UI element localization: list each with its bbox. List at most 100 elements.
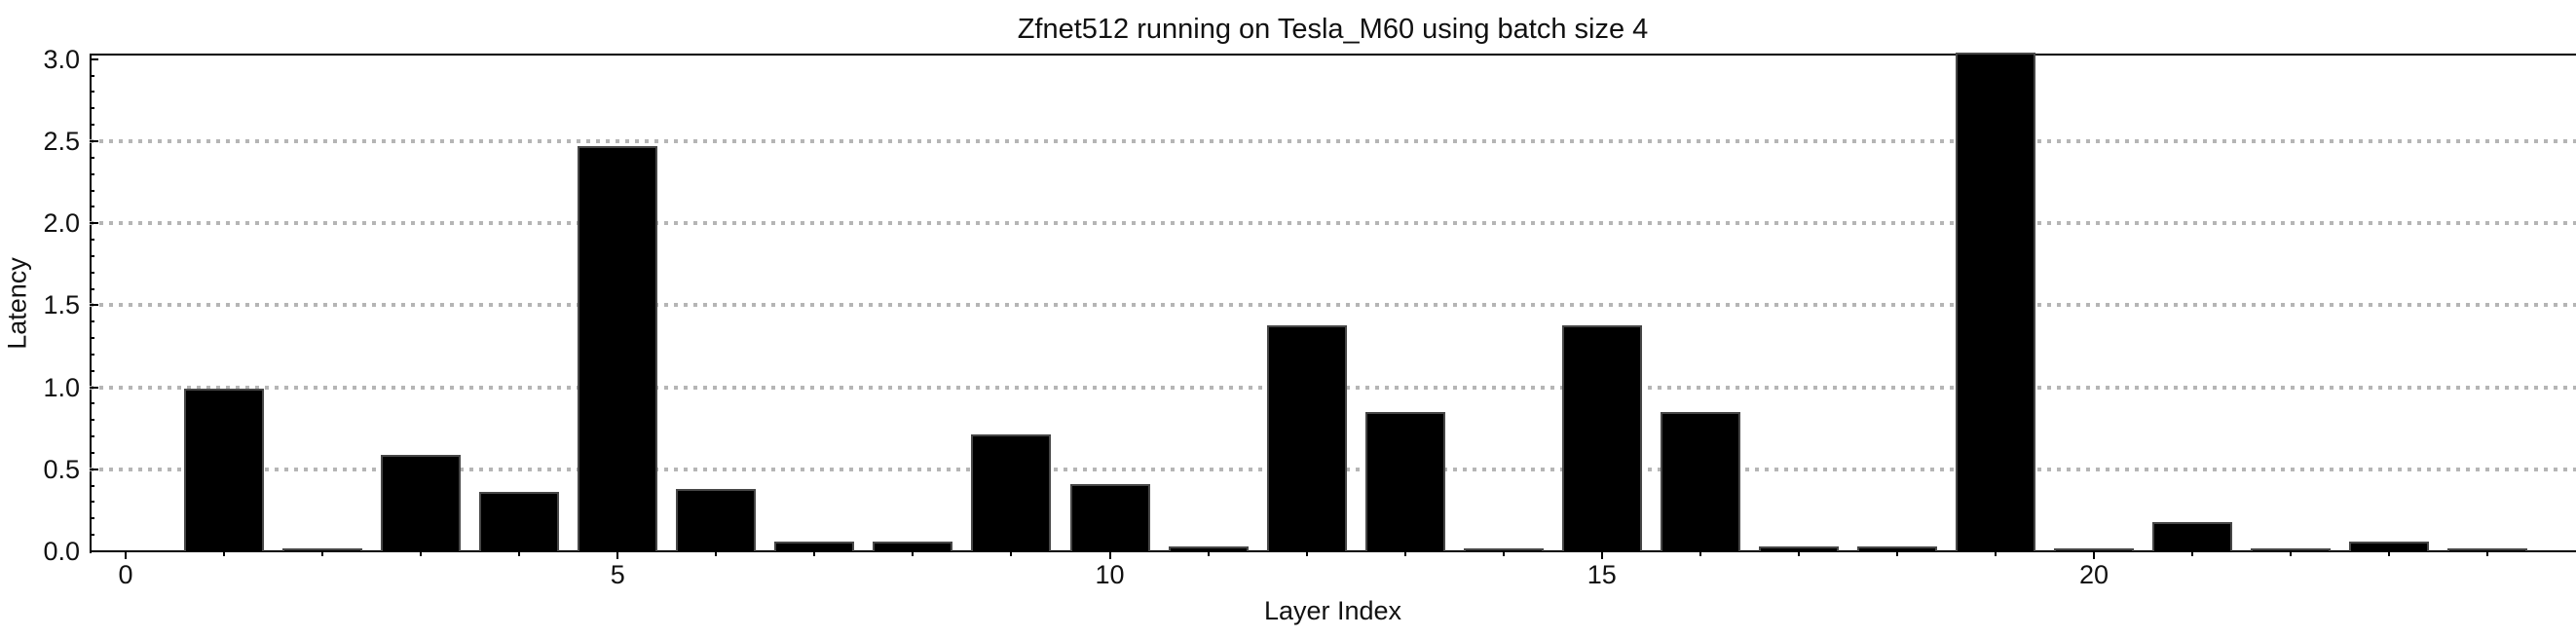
y-minor-tick	[90, 107, 94, 110]
top-spine	[90, 54, 2576, 56]
y-minor-tick	[90, 468, 94, 470]
bar	[774, 542, 854, 551]
y-minor-tick	[90, 435, 94, 438]
y-minor-tick	[90, 304, 94, 307]
bar	[184, 389, 264, 551]
y-minor-tick	[90, 189, 94, 192]
x-tick-label: 5	[610, 560, 625, 589]
y-tick-label: 2.0	[43, 208, 80, 239]
y-minor-tick	[90, 57, 94, 60]
bar	[2251, 548, 2331, 551]
bar	[2054, 548, 2134, 551]
y-minor-tick	[90, 271, 94, 274]
chart-title: Zfnet512 running on Tesla_M60 using batc…	[1017, 14, 1649, 45]
y-minor-tick	[90, 140, 94, 142]
bar	[1365, 412, 1445, 551]
bar	[1759, 546, 1839, 551]
bar	[1562, 325, 1642, 551]
y-minor-tick	[90, 534, 94, 537]
y-minor-tick	[90, 74, 94, 77]
x-minor-tick	[1994, 551, 1997, 556]
bar	[381, 455, 461, 551]
x-minor-tick	[518, 551, 521, 556]
gridline	[90, 139, 2576, 143]
bar	[1267, 325, 1347, 551]
x-minor-tick	[1403, 551, 1406, 556]
x-minor-tick	[125, 551, 127, 556]
y-tick-label: 1.0	[43, 372, 80, 402]
y-minor-tick	[90, 222, 94, 225]
bar	[1169, 546, 1249, 551]
bar	[282, 548, 362, 551]
y-minor-tick	[90, 386, 94, 389]
x-minor-tick	[1895, 551, 1898, 556]
x-tick-label: 10	[1095, 560, 1125, 589]
y-tick-label: 0.0	[43, 537, 80, 566]
bar	[1857, 546, 1937, 551]
x-tick-label: 0	[118, 560, 133, 589]
bar	[1464, 548, 1544, 551]
y-minor-tick	[90, 91, 94, 94]
bar	[1956, 53, 2035, 551]
bar	[578, 146, 657, 551]
y-minor-tick	[90, 550, 94, 552]
x-minor-tick	[2290, 551, 2293, 556]
gridline	[90, 303, 2576, 308]
gridline	[90, 221, 2576, 226]
x-minor-tick	[912, 551, 915, 556]
y-minor-tick	[90, 451, 94, 454]
x-minor-tick	[1108, 551, 1111, 556]
y-tick-label: 3.0	[43, 44, 80, 74]
y-minor-tick	[90, 239, 94, 242]
x-minor-tick	[1502, 551, 1505, 556]
y-minor-tick	[90, 172, 94, 175]
x-minor-tick	[813, 551, 816, 556]
x-minor-tick	[1010, 551, 1013, 556]
x-minor-tick	[420, 551, 423, 556]
y-minor-tick	[90, 501, 94, 504]
y-tick-label: 2.5	[43, 127, 80, 156]
x-minor-tick	[1797, 551, 1800, 556]
y-tick-label: 1.5	[43, 290, 80, 320]
y-minor-tick	[90, 254, 94, 257]
bar	[479, 492, 559, 551]
bar	[873, 542, 952, 551]
y-minor-tick	[90, 369, 94, 372]
bar	[2447, 548, 2527, 551]
x-minor-tick	[2388, 551, 2391, 556]
y-minor-tick	[90, 124, 94, 127]
x-minor-tick	[715, 551, 718, 556]
x-tick-label: 20	[2078, 560, 2109, 589]
y-minor-tick	[90, 156, 94, 159]
x-minor-tick	[2093, 551, 2095, 556]
y-tick-label: 0.5	[43, 454, 80, 484]
bar	[2152, 522, 2232, 551]
x-minor-tick	[1600, 551, 1603, 556]
x-minor-tick	[1207, 551, 1210, 556]
bar	[1070, 484, 1150, 551]
y-minor-tick	[90, 402, 94, 405]
x-minor-tick	[321, 551, 324, 556]
bar	[971, 434, 1051, 551]
y-minor-tick	[90, 337, 94, 340]
x-axis-label: Layer Index	[1263, 596, 1402, 625]
y-minor-tick	[90, 484, 94, 487]
bar	[2349, 542, 2429, 551]
y-minor-tick	[90, 419, 94, 422]
y-minor-tick	[90, 320, 94, 323]
bar	[1661, 412, 1740, 551]
x-minor-tick	[2191, 551, 2194, 556]
y-minor-tick	[90, 353, 94, 356]
x-tick-label: 15	[1587, 560, 1617, 589]
y-minor-tick	[90, 287, 94, 290]
y-minor-tick	[90, 517, 94, 520]
x-axis-line	[90, 550, 2576, 552]
x-minor-tick	[2486, 551, 2489, 556]
y-minor-tick	[90, 206, 94, 208]
x-minor-tick	[1305, 551, 1308, 556]
x-minor-tick	[1699, 551, 1701, 556]
x-minor-tick	[223, 551, 226, 556]
x-minor-tick	[616, 551, 619, 556]
bar	[676, 489, 756, 551]
